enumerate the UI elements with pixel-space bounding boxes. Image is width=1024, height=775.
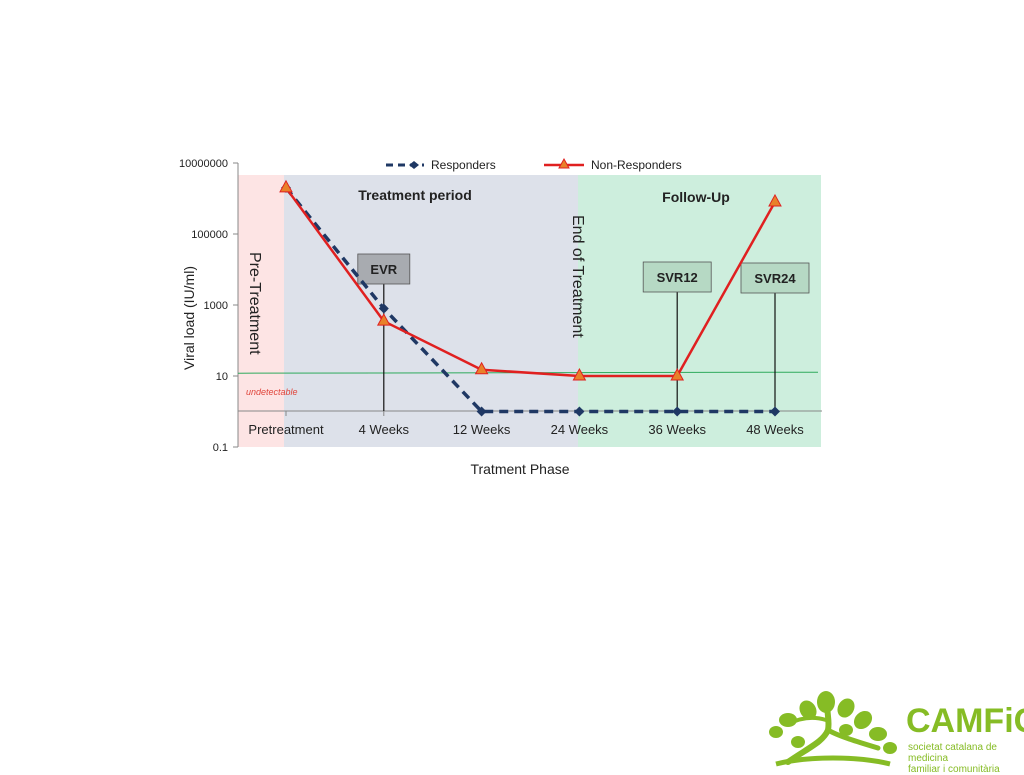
milestone-label: EVR <box>370 262 397 277</box>
legend-responders-label: Responders <box>431 158 496 172</box>
region-follow-up <box>578 175 821 447</box>
milestone-label: SVR24 <box>754 271 796 286</box>
y-tick-label: 1000 <box>204 300 228 312</box>
region-title-follow-up: Follow-Up <box>662 189 730 205</box>
y-tick-label: 10000000 <box>179 158 228 170</box>
legend-responders-marker <box>409 161 419 169</box>
x-tick-label: 12 Weeks <box>453 422 511 437</box>
logo-name: CAMFiC <box>906 702 1024 740</box>
y-axis-label: Viral load (IU/ml) <box>181 266 197 370</box>
responders-point <box>378 303 389 314</box>
milestones: EVR SVR12 SVR24 <box>357 253 810 411</box>
milestone-box <box>642 261 712 293</box>
logo-subtitle-line2: familiar i comunitària <box>908 764 1000 775</box>
x-axis-label: Tratment Phase <box>470 461 569 477</box>
x-tick-label: Pretreatment <box>248 422 324 437</box>
y-tick-label: 10 <box>216 371 228 383</box>
legend: Responders Non-Responders <box>386 157 682 172</box>
milestone-label: SVR12 <box>657 270 698 285</box>
non-responders-line <box>284 187 777 378</box>
region-pre-treatment <box>238 175 284 447</box>
non-responders-point <box>279 179 293 193</box>
milestone-box <box>740 262 810 294</box>
y-ticks: 0.1 10 1000 100000 10000000 <box>179 158 238 454</box>
region-title-pre-treatment: Pre-Treatment <box>246 252 263 355</box>
non-responders-point <box>474 361 489 375</box>
responders-point <box>770 406 780 417</box>
legend-non-responders-marker <box>558 157 570 169</box>
tree-logo-icon <box>769 691 897 767</box>
viral-load-chart: Treatment period Follow-Up Pre-Treatment… <box>179 157 822 477</box>
non-responders-point <box>572 367 587 381</box>
milestone-box <box>357 253 411 285</box>
x-tick-label: 36 Weeks <box>648 422 706 437</box>
non-responders-point <box>768 193 782 207</box>
camfic-logo: CAMFiC societat catalana de medicina fam… <box>768 690 1024 775</box>
y-tick-label: 0.1 <box>213 442 228 454</box>
y-tick-label: 100000 <box>191 229 228 241</box>
responders-line <box>284 186 775 414</box>
x-ticks: Pretreatment 4 Weeks 12 Weeks 24 Weeks 36 We… <box>248 411 804 437</box>
legend-non-responders-label: Non-Responders <box>591 158 682 172</box>
x-tick-label: 4 Weeks <box>359 422 410 437</box>
non-responders-point <box>376 313 391 326</box>
region-treatment <box>284 175 578 447</box>
x-tick-label: 24 Weeks <box>551 422 609 437</box>
responders-point <box>476 406 487 417</box>
series-lines <box>279 179 782 417</box>
x-tick-label: 48 Weeks <box>746 422 804 437</box>
logo-subtitle-line1: societat catalana de medicina <box>908 742 997 764</box>
undetectable-label: undetectable <box>246 387 298 397</box>
responders-point <box>574 406 585 417</box>
logo-subtitle: societat catalana de medicina familiar i… <box>908 742 1024 775</box>
responders-point <box>672 406 683 417</box>
non-responders-point <box>670 367 685 381</box>
end-of-treatment-label: End of Treatment <box>569 215 586 338</box>
region-title-treatment: Treatment period <box>358 187 472 203</box>
